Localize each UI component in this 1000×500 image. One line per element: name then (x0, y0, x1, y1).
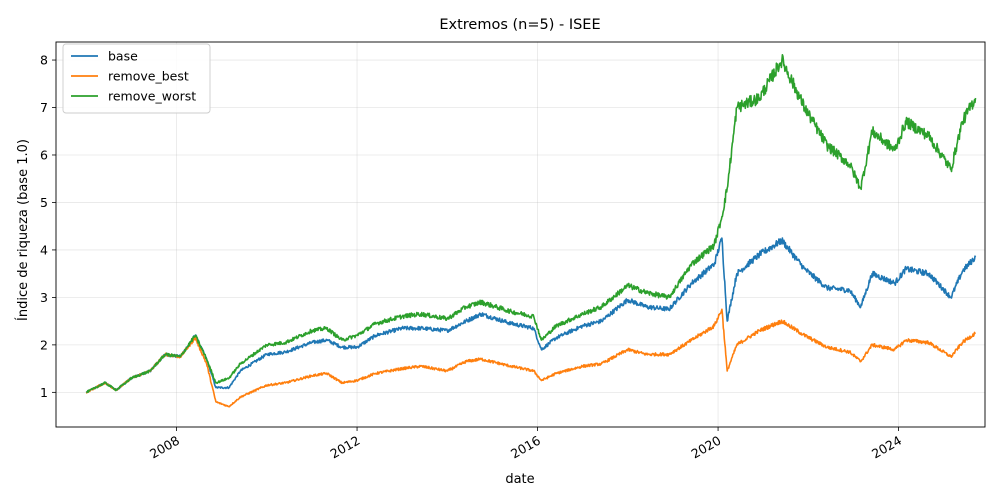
legend-label: base (108, 49, 138, 64)
series-line-remove_worst (86, 54, 977, 394)
y-tick-label: 3 (40, 290, 48, 305)
y-tick-label: 7 (40, 100, 48, 115)
x-tick-label: 2024 (869, 433, 904, 462)
series-line-base (85, 237, 977, 393)
x-tick-label: 2016 (508, 433, 543, 462)
y-tick-label: 5 (40, 195, 48, 210)
x-tick-label: 2008 (147, 433, 182, 462)
grid (56, 42, 985, 427)
x-tick-label: 2020 (689, 433, 724, 462)
y-tick-label: 2 (40, 337, 48, 352)
x-axis-label: date (505, 472, 534, 487)
y-axis-label: Índice de riqueza (base 1.0) (15, 139, 31, 321)
legend-box (62, 43, 211, 114)
legend-label: remove_best (108, 69, 189, 84)
chart-title: Extremos (n=5) - ISEE (439, 17, 600, 33)
y-tick-label: 4 (40, 242, 48, 257)
legend-label: remove_worst (108, 89, 196, 104)
y-tick-label: 6 (40, 147, 48, 162)
y-tick-label: 1 (40, 385, 48, 400)
y-tick-label: 8 (40, 53, 48, 68)
x-tick-label: 2012 (328, 433, 363, 462)
plot-frame (55, 41, 986, 428)
series-line-remove_best (85, 308, 976, 408)
series-layer (85, 54, 977, 408)
legend: base remove_best remove_worst (62, 43, 211, 114)
